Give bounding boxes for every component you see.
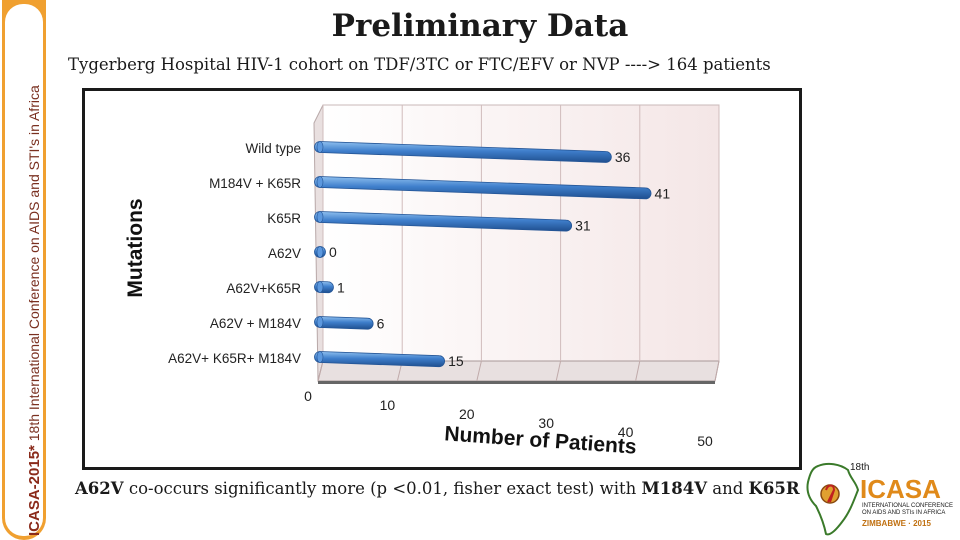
bar-1[interactable] xyxy=(314,176,652,200)
chart-frame: 0 10 20 30 40 50 Number of Patients Mutations Wi… xyxy=(82,88,802,470)
side-banner-panel xyxy=(5,4,43,536)
bar-cap xyxy=(316,351,324,363)
side-banner xyxy=(0,0,52,540)
bar-cap xyxy=(316,316,324,328)
x-tick-label: 40 xyxy=(618,424,634,440)
footnote-and: and xyxy=(707,479,749,498)
footnote: A62V co-occurs significantly more (p <0.… xyxy=(75,478,815,499)
category-label: A62V xyxy=(268,246,301,261)
value-label: 31 xyxy=(575,218,591,234)
category-label: M184V + K65R xyxy=(209,176,301,191)
x-tick-label: 0 xyxy=(304,388,312,404)
chart-floor-edge xyxy=(318,381,715,384)
bar-cap xyxy=(316,246,324,258)
footnote-a62v: A62V xyxy=(75,479,124,498)
side-banner-text: ICASA-2015* 18th International Conferenc… xyxy=(26,85,43,536)
bar-2[interactable] xyxy=(314,211,572,232)
bar-5[interactable] xyxy=(314,316,374,330)
page-title: Preliminary Data xyxy=(331,8,629,44)
logo-line1: INTERNATIONAL CONFERENCE xyxy=(862,503,954,509)
bar-0[interactable] xyxy=(314,141,612,163)
chart-floor-gridline xyxy=(635,360,641,382)
logo-line2: ON AIDS AND STIs IN AFRICA xyxy=(862,510,946,516)
icasa-logo-graphic xyxy=(806,462,860,536)
chart-floor-gridline xyxy=(476,360,482,382)
side-banner-strong: ICASA-2015* xyxy=(26,445,43,536)
footnote-m184v: M184V xyxy=(641,479,707,498)
x-tick-label: 20 xyxy=(459,406,475,422)
bar-cap xyxy=(316,211,324,223)
logo-name: ICASA xyxy=(860,474,941,504)
category-label: A62V+ K65R+ M184V xyxy=(168,351,301,366)
value-label: 1 xyxy=(337,279,345,295)
page-subtitle: Tygerberg Hospital HIV-1 cohort on TDF/3… xyxy=(68,55,771,74)
value-label: 36 xyxy=(615,149,631,165)
bar-cap xyxy=(316,141,324,153)
category-label: K65R xyxy=(267,211,301,226)
value-label: 6 xyxy=(377,316,385,332)
logo-edition: 18th xyxy=(850,462,870,473)
value-label: 0 xyxy=(329,244,337,260)
x-tick-label: 10 xyxy=(380,397,396,413)
category-label: A62V + M184V xyxy=(210,316,301,331)
footnote-middle: co-occurs significantly more (p <0.01, f… xyxy=(123,479,642,498)
side-banner-rest: 18th International Conference on AIDS an… xyxy=(26,85,42,446)
bar-6[interactable] xyxy=(314,351,445,368)
chart-floor-gridline xyxy=(317,360,324,382)
logo-line3: ZIMBABWE · 2015 xyxy=(862,519,931,528)
ribbon-icon xyxy=(825,484,836,503)
value-label: 15 xyxy=(448,353,464,369)
x-tick-label: 30 xyxy=(538,415,554,431)
africa-map-icon xyxy=(806,462,860,536)
category-label: A62V+K65R xyxy=(226,281,301,296)
chart-floor-gridline xyxy=(714,360,720,382)
chart-floor-gridline xyxy=(555,360,562,382)
x-tick-label: 50 xyxy=(697,433,713,449)
footnote-k65r: K65R xyxy=(748,479,800,498)
y-axis-title: Mutations xyxy=(124,198,147,297)
category-label: Wild type xyxy=(245,141,301,156)
bar-cap xyxy=(316,176,324,188)
value-label: 41 xyxy=(655,185,671,201)
bar-cap xyxy=(316,281,324,293)
